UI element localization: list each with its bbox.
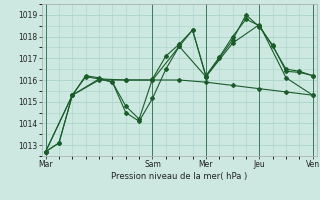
- X-axis label: Pression niveau de la mer( hPa ): Pression niveau de la mer( hPa ): [111, 172, 247, 181]
